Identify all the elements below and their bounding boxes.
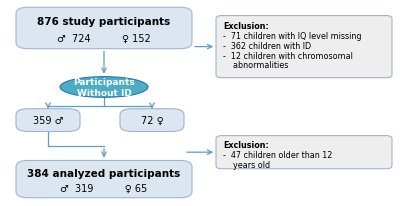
Text: 72 ♀: 72 ♀ (141, 116, 163, 125)
Text: -  12 children with chromosomal: - 12 children with chromosomal (223, 51, 353, 60)
FancyBboxPatch shape (16, 8, 192, 49)
Text: 359 ♂: 359 ♂ (33, 116, 63, 125)
Text: -  71 children with IQ level missing: - 71 children with IQ level missing (223, 32, 362, 40)
Text: Exclusion:: Exclusion: (223, 22, 269, 30)
Text: ♂  319          ♀ 65: ♂ 319 ♀ 65 (60, 183, 148, 193)
Text: ♂  724          ♀ 152: ♂ 724 ♀ 152 (57, 33, 151, 43)
FancyBboxPatch shape (120, 109, 184, 132)
Text: abnormalities: abnormalities (223, 61, 288, 70)
Text: 876 study participants: 876 study participants (37, 17, 171, 27)
FancyBboxPatch shape (216, 16, 392, 78)
Text: Participants
Without ID: Participants Without ID (73, 78, 135, 97)
Text: -  47 children older than 12: - 47 children older than 12 (223, 150, 332, 159)
Text: 384 analyzed participants: 384 analyzed participants (27, 168, 181, 178)
Text: years old: years old (223, 160, 270, 169)
Ellipse shape (60, 77, 148, 98)
Text: -  362 children with ID: - 362 children with ID (223, 41, 311, 50)
FancyBboxPatch shape (16, 109, 80, 132)
FancyBboxPatch shape (216, 136, 392, 169)
Text: Exclusion:: Exclusion: (223, 140, 269, 149)
FancyBboxPatch shape (16, 161, 192, 198)
